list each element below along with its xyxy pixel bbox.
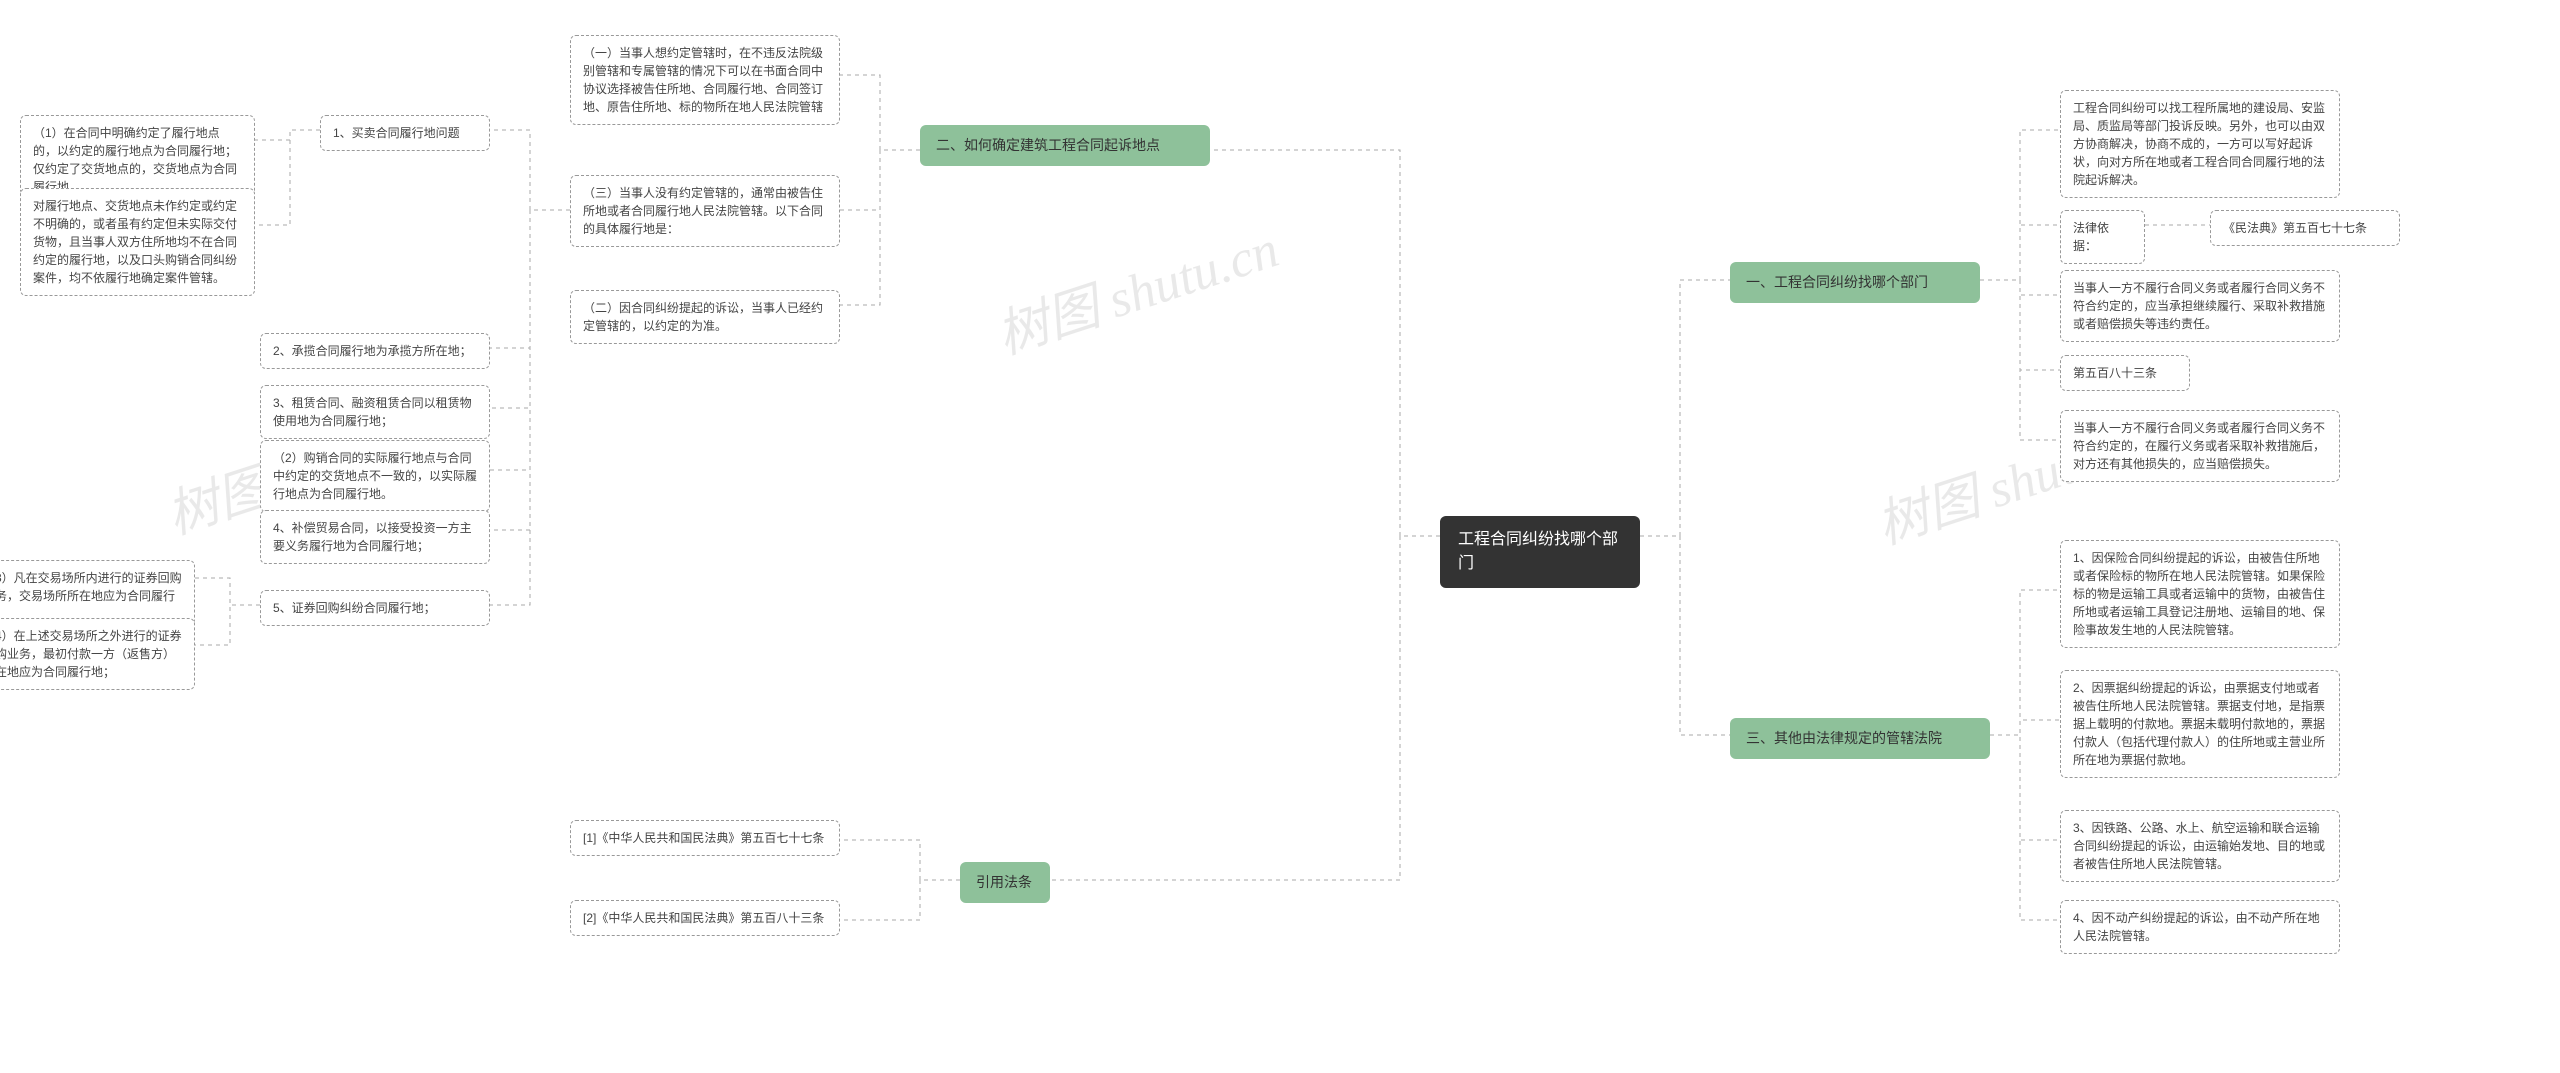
sec2-n1: （一）当事人想约定管辖时，在不违反法院级别管辖和专属管辖的情况下可以在书面合同中…	[570, 35, 840, 125]
sec2-n3-4: 4、补偿贸易合同，以接受投资一方主要义务履行地为合同履行地；	[260, 510, 490, 564]
sec2-n3-1-3: （2）购销合同的实际履行地点与合同中约定的交货地点不一致的，以实际履行地点为合同…	[260, 440, 490, 512]
sec3-n4: 4、因不动产纠纷提起的诉讼，由不动产所在地人民法院管辖。	[2060, 900, 2340, 954]
sec2-n2: （二）因合同纠纷提起的诉讼，当事人已经约定管辖的，以约定的为准。	[570, 290, 840, 344]
section-1: 一、工程合同纠纷找哪个部门	[1730, 262, 1980, 303]
root-node: 工程合同纠纷找哪个部门	[1440, 516, 1640, 588]
sec2-n3-1-2: 对履行地点、交货地点未作约定或约定不明确的，或者虽有约定但未实际交付货物，且当事…	[20, 188, 255, 296]
sec1-n1: 工程合同纠纷可以找工程所属地的建设局、安监局、质监局等部门投诉反映。另外，也可以…	[2060, 90, 2340, 198]
sec1-n4: 第五百八十三条	[2060, 355, 2190, 391]
sec3-n3: 3、因铁路、公路、水上、航空运输和联合运输合同纠纷提起的诉讼，由运输始发地、目的…	[2060, 810, 2340, 882]
sec2-n3-1: 1、买卖合同履行地问题	[320, 115, 490, 151]
sec1-n3: 当事人一方不履行合同义务或者履行合同义务不符合约定的，应当承担继续履行、采取补救…	[2060, 270, 2340, 342]
sec1-n2b: 《民法典》第五百七十七条	[2210, 210, 2400, 246]
sec4-n2: [2]《中华人民共和国民法典》第五百八十三条	[570, 900, 840, 936]
sec2-n3: （三）当事人没有约定管辖的，通常由被告住所地或者合同履行地人民法院管辖。以下合同…	[570, 175, 840, 247]
sec3-n1: 1、因保险合同纠纷提起的诉讼，由被告住所地或者保险标的物所在地人民法院管辖。如果…	[2060, 540, 2340, 648]
sec2-n3-5: 5、证券回购纠纷合同履行地；	[260, 590, 490, 626]
sec2-n3-3: 3、租赁合同、融资租赁合同以租赁物使用地为合同履行地；	[260, 385, 490, 439]
sec2-n3-2: 2、承揽合同履行地为承揽方所在地；	[260, 333, 490, 369]
sec1-n2a: 法律依据：	[2060, 210, 2145, 264]
section-4: 引用法条	[960, 862, 1050, 903]
section-3: 三、其他由法律规定的管辖法院	[1730, 718, 1990, 759]
sec2-n3-5-2: （4）在上述交易场所之外进行的证券回购业务，最初付款一方（返售方）所在地应为合同…	[0, 618, 195, 690]
watermark: 树图 shutu.cn	[986, 207, 1287, 368]
sec3-n2: 2、因票据纠纷提起的诉讼，由票据支付地或者被告住所地人民法院管辖。票据支付地，是…	[2060, 670, 2340, 778]
section-2: 二、如何确定建筑工程合同起诉地点	[920, 125, 1210, 166]
sec4-n1: [1]《中华人民共和国民法典》第五百七十七条	[570, 820, 840, 856]
sec1-n5: 当事人一方不履行合同义务或者履行合同义务不符合约定的，在履行义务或者采取补救措施…	[2060, 410, 2340, 482]
